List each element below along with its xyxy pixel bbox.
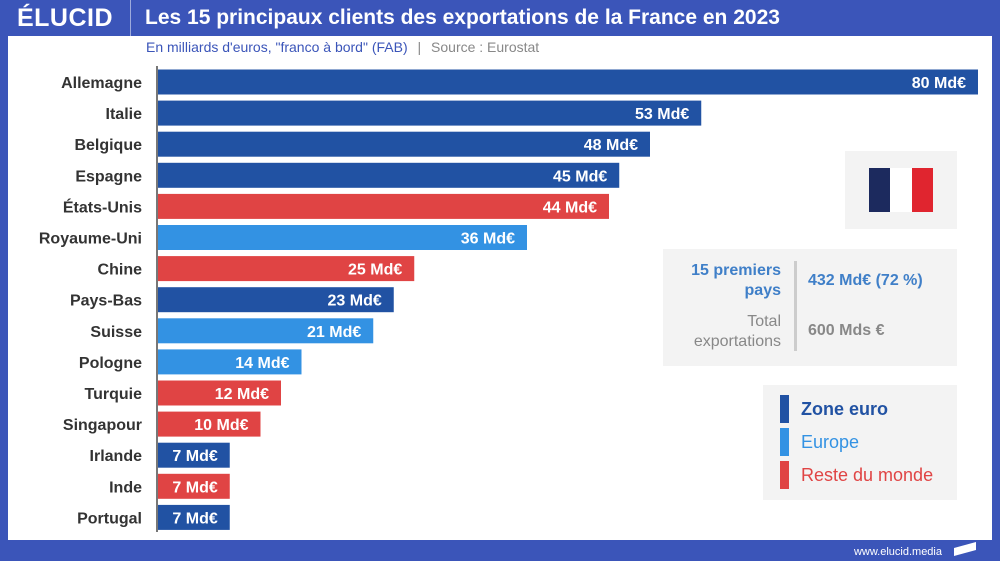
category-label: Italie <box>106 106 143 123</box>
data-label: 7 Md€ <box>172 479 217 496</box>
stats-divider <box>794 261 797 351</box>
data-label: 12 Md€ <box>215 386 269 403</box>
data-label: 21 Md€ <box>307 324 361 341</box>
bar <box>158 256 415 282</box>
category-label: Portugal <box>77 510 142 527</box>
category-label: Pologne <box>79 355 142 372</box>
chart-title: Les 15 principaux clients des exportatio… <box>145 6 780 29</box>
legend-item-europe: Europe <box>780 428 859 456</box>
legend-swatch <box>780 428 789 456</box>
data-label: 45 Md€ <box>553 168 607 185</box>
data-label: 36 Md€ <box>461 231 515 248</box>
category-label: Irlande <box>90 448 143 465</box>
total-value: 600 Mds € <box>808 322 885 339</box>
data-label: 25 Md€ <box>348 262 402 279</box>
legend-label: Reste du monde <box>801 464 934 485</box>
data-label: 14 Md€ <box>235 355 289 372</box>
bar <box>158 100 702 126</box>
legend-label: Europe <box>801 431 860 452</box>
category-label: Turquie <box>85 386 143 403</box>
france-flag-icon <box>869 168 933 212</box>
source: Source : Eurostat <box>431 39 540 55</box>
legend-label: Zone euro <box>801 398 889 419</box>
category-label: Pays-Bas <box>70 293 142 310</box>
bar <box>158 193 609 219</box>
category-label: États-Unis <box>63 197 142 216</box>
flag-panel <box>845 151 957 229</box>
header-divider <box>130 0 131 36</box>
bar <box>158 504 230 530</box>
unit-note: En milliards d'euros, "franco à bord" (F… <box>146 39 408 55</box>
bar <box>158 225 527 250</box>
category-label: Espagne <box>75 168 142 185</box>
bar <box>158 380 281 406</box>
legend-swatch <box>780 395 789 423</box>
legend: Zone euro Europe Reste du monde <box>763 385 957 500</box>
header: ÉLUCID Les 15 principaux clients des exp… <box>0 0 1000 36</box>
data-label: 7 Md€ <box>172 510 217 527</box>
data-label: 10 Md€ <box>194 417 248 434</box>
elucid-mark-icon <box>954 542 976 556</box>
legend-item-reste-du-monde: Reste du monde <box>780 461 933 489</box>
data-label: 48 Md€ <box>584 137 638 154</box>
total-label: Total exportations <box>693 313 781 350</box>
subtitle: En milliards d'euros, "franco à bord" (F… <box>146 39 539 55</box>
bar <box>158 287 394 313</box>
category-label: Allemagne <box>61 75 142 92</box>
legend-item-zone-euro: Zone euro <box>780 395 888 423</box>
category-label: Belgique <box>74 137 142 154</box>
footer-url[interactable]: www.elucid.media <box>853 546 942 558</box>
legend-swatch <box>780 461 789 489</box>
data-label: 80 Md€ <box>912 75 966 92</box>
bar <box>158 162 620 188</box>
category-label: Inde <box>109 479 142 496</box>
category-label: Royaume-Uni <box>39 231 142 248</box>
category-label: Suisse <box>90 324 142 341</box>
top15-label: 15 premiers pays <box>691 262 781 299</box>
data-label: 7 Md€ <box>172 448 217 465</box>
stats-panel: 15 premiers pays 432 Md€ (72 %) Total ex… <box>663 249 957 366</box>
bar <box>158 473 230 499</box>
data-label: 44 Md€ <box>543 199 597 216</box>
category-label: Chine <box>98 262 143 279</box>
bar <box>158 442 230 468</box>
category-label: Singapour <box>63 417 142 434</box>
bar <box>158 69 978 95</box>
bar <box>158 131 650 157</box>
separator: | <box>417 39 422 55</box>
logo: ÉLUCID <box>16 3 114 32</box>
data-label: 23 Md€ <box>328 293 382 310</box>
bar <box>158 349 302 375</box>
bar <box>158 411 261 437</box>
data-label: 53 Md€ <box>635 106 689 123</box>
top15-value: 432 Md€ (72 %) <box>808 272 923 289</box>
bar <box>158 318 374 344</box>
